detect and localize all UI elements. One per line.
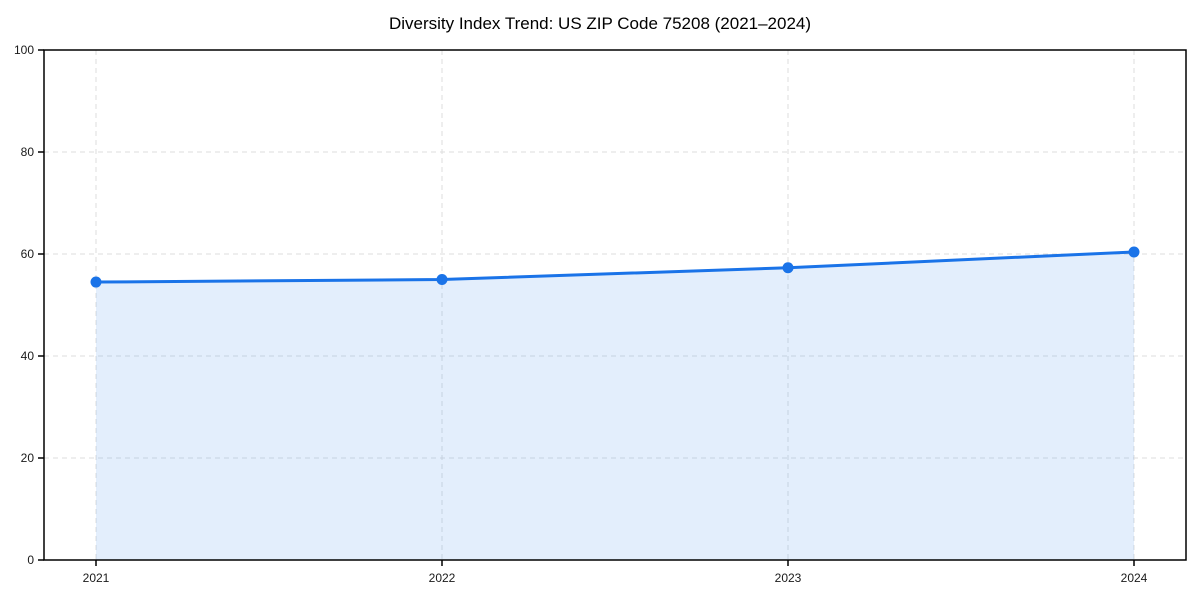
y-axis-tick-label: 20 <box>21 451 35 465</box>
y-axis-tick-label: 80 <box>21 145 35 159</box>
axes-layer: 0 20 40 60 80 100 2021 2022 2023 2024 <box>14 43 1187 585</box>
series-layer <box>90 246 1140 560</box>
x-axis-tick-label: 2024 <box>1121 571 1148 585</box>
data-point-marker <box>782 262 794 274</box>
chart-title: Diversity Index Trend: US ZIP Code 75208… <box>389 14 811 33</box>
y-axis-tick-label: 40 <box>21 349 35 363</box>
x-axis-tick-label: 2021 <box>83 571 110 585</box>
y-axis-tick-label: 0 <box>27 553 34 567</box>
trend-line <box>94 250 1136 284</box>
data-point-marker <box>90 276 102 288</box>
x-axis-tick-label: 2022 <box>429 571 456 585</box>
area-fill <box>96 251 1134 560</box>
y-axis-tick-label: 60 <box>21 247 35 261</box>
data-point-marker <box>436 274 448 285</box>
y-axis-tick-label: 100 <box>14 43 34 57</box>
data-point-marker <box>1128 246 1140 258</box>
axes-frame <box>43 49 1187 561</box>
x-axis-tick-label: 2023 <box>775 571 802 585</box>
